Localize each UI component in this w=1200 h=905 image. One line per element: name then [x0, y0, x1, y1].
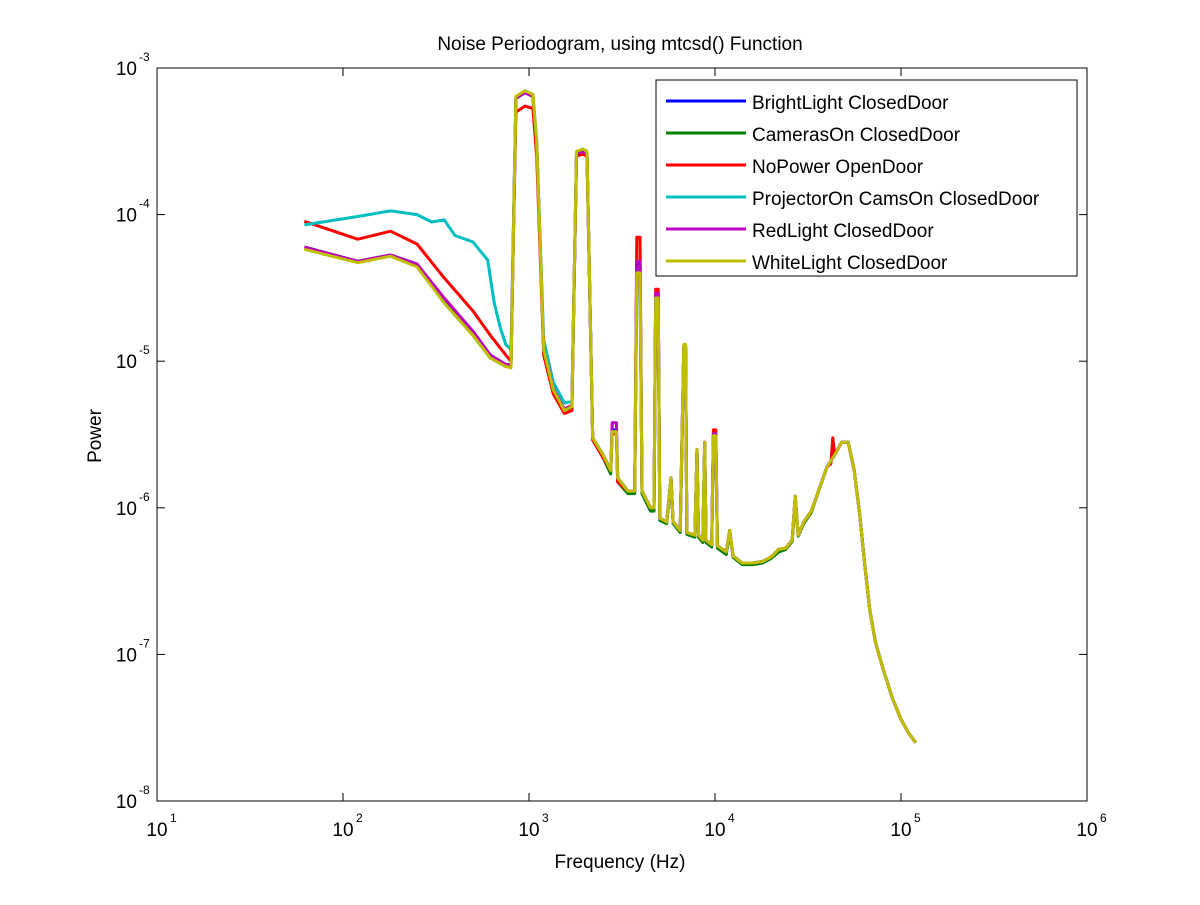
y-tick-exponent: -3 [139, 50, 150, 64]
y-tick-label: 10 [116, 352, 137, 373]
legend-label-5: RedLight ClosedDoor [752, 221, 934, 242]
legend-box [655, 79, 1078, 277]
legend-label-1: BrightLight ClosedDoor [752, 93, 949, 114]
x-tick-exponent: 3 [542, 811, 549, 825]
axis-ticks: 10110210310410510610-310-410-510-610-710… [116, 50, 1107, 841]
x-tick-exponent: 5 [914, 811, 921, 825]
x-tick-label: 10 [1076, 820, 1097, 841]
y-tick-exponent: -4 [139, 197, 150, 211]
legend-label-3: NoPower OpenDoor [752, 157, 924, 178]
legend: BrightLight ClosedDoor CamerasOn ClosedDo… [655, 79, 1078, 277]
x-tick-label: 10 [890, 820, 911, 841]
y-tick-label: 10 [116, 206, 137, 227]
legend-label-6: WhiteLight ClosedDoor [752, 253, 948, 274]
y-tick-exponent: -6 [139, 490, 150, 504]
plot-area [303, 89, 917, 744]
x-tick-exponent: 6 [1100, 811, 1107, 825]
legend-label-4: ProjectorOn CamsOn ClosedDoor [752, 189, 1040, 210]
x-tick-label: 10 [518, 820, 539, 841]
axes-frame [156, 67, 1088, 802]
x-tick-label: 10 [146, 820, 167, 841]
y-tick-label: 10 [116, 499, 137, 520]
y-axis-label: Power [85, 408, 106, 463]
y-tick-exponent: -7 [139, 636, 150, 650]
y-tick-label: 10 [116, 59, 137, 80]
y-tick-label: 10 [116, 645, 137, 666]
x-axis-label: Frequency (Hz) [555, 852, 686, 873]
y-tick-exponent: -5 [139, 343, 150, 357]
series-line-6 [304, 89, 917, 744]
y-tick-label: 10 [116, 792, 137, 813]
x-tick-label: 10 [704, 820, 725, 841]
x-tick-exponent: 2 [356, 811, 363, 825]
chart-title: Noise Periodogram, using mtcsd() Functio… [437, 34, 802, 55]
x-tick-exponent: 4 [728, 811, 735, 825]
y-tick-exponent: -8 [139, 783, 150, 797]
legend-label-2: CamerasOn ClosedDoor [752, 125, 961, 146]
x-tick-label: 10 [332, 820, 353, 841]
x-tick-exponent: 1 [170, 811, 177, 825]
